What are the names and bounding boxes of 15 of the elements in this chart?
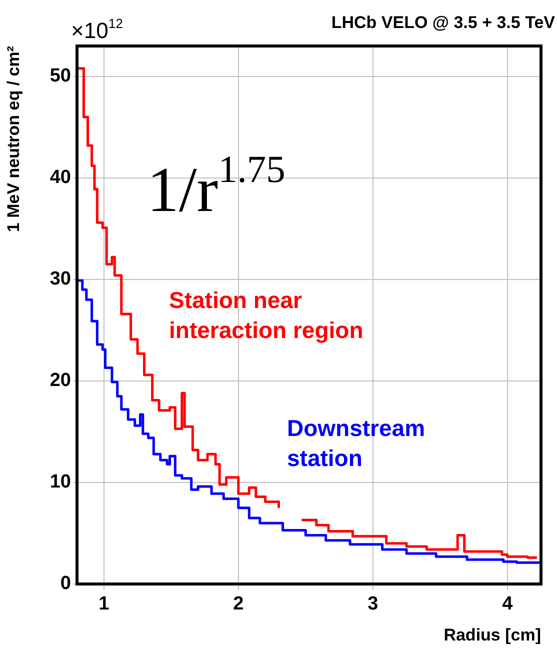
x-tick-label: 2 [233, 594, 244, 615]
y-tick-label: 30 [50, 268, 71, 290]
y-tick-label: 20 [50, 370, 71, 392]
y-tick-label: 10 [50, 472, 71, 493]
x-tick-label: 1 [98, 594, 110, 615]
y-tick-label: 50 [50, 66, 71, 87]
y-tick-label: 40 [50, 167, 71, 188]
x-tick-label: 4 [502, 594, 514, 615]
series-label: Station near interaction region [169, 287, 364, 343]
x-axis-title: Radius [cm] [444, 625, 541, 644]
y-tick-label: 0 [60, 573, 71, 594]
y-axis-title: 1 MeV neutron eq / cm² [4, 46, 23, 232]
text: Downstream station [287, 415, 426, 471]
chart-title: LHCb VELO @ 3.5 + 3.5 TeV [331, 13, 556, 32]
x-tick-label: 3 [368, 594, 378, 615]
